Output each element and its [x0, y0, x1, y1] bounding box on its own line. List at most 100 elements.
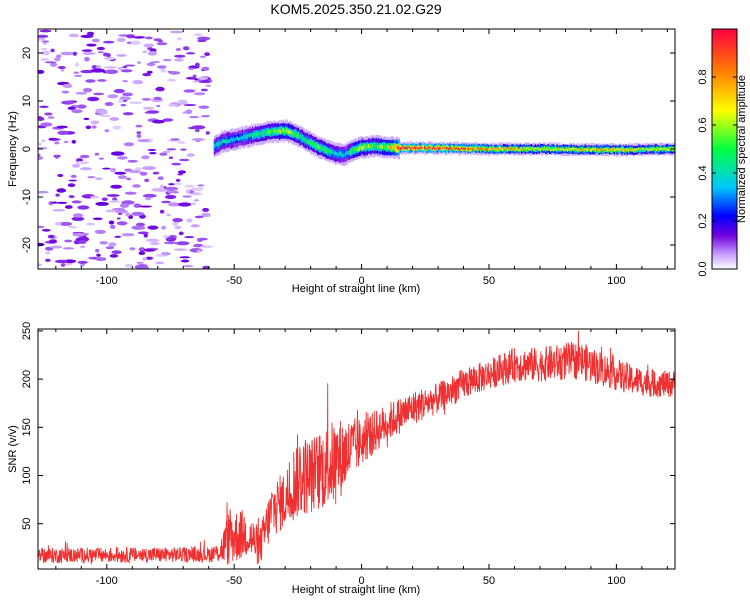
- noise-blob: [152, 119, 165, 124]
- noise-blob: [173, 248, 188, 251]
- noise-blob: [178, 202, 192, 207]
- noise-blob: [133, 203, 142, 208]
- noise-blob: [95, 177, 103, 180]
- ridge-cell: [351, 148, 353, 153]
- ridge-cell: [286, 128, 288, 133]
- ridge-cell: [555, 145, 557, 151]
- ridge-cell: [464, 148, 467, 151]
- noise-blob: [178, 231, 184, 236]
- ridge-cell: [281, 128, 283, 133]
- noise-blob: [52, 209, 66, 212]
- ridge-cell: [332, 150, 334, 154]
- ridge-cell: [408, 146, 411, 149]
- ridge-cell: [448, 147, 450, 150]
- ridge-cell: [582, 149, 584, 152]
- ridge-cell: [560, 148, 562, 151]
- ridge-cell: [624, 149, 626, 152]
- noise-blob: [144, 178, 150, 183]
- noise-blob: [72, 164, 80, 168]
- noise-blob: [79, 154, 90, 159]
- noise-blob: [61, 90, 70, 94]
- ridge-cell: [390, 145, 393, 149]
- ridge-cell: [497, 148, 500, 151]
- ridge-cell: [515, 147, 518, 150]
- ridge-cell: [441, 146, 444, 149]
- ridge-cell: [566, 149, 569, 152]
- ridge-cell: [303, 137, 305, 141]
- ridge-cell: [305, 138, 307, 143]
- noise-blob: [80, 245, 86, 249]
- ridge-cell: [283, 129, 286, 133]
- ridge-cell: [519, 148, 522, 151]
- noise-blob: [174, 58, 184, 62]
- noise-blob: [73, 71, 79, 74]
- ridge-cell: [618, 148, 621, 151]
- noise-blob: [121, 233, 135, 237]
- noise-blob: [120, 103, 127, 107]
- noise-blob: [145, 256, 154, 260]
- noise-blob: [164, 186, 179, 191]
- noise-blob: [135, 81, 143, 84]
- ridge-cell: [602, 148, 604, 151]
- snr-ytick-label: 50: [21, 518, 33, 530]
- ridge-cell: [467, 147, 469, 150]
- noise-blob: [159, 209, 165, 214]
- ridge-cell: [264, 130, 267, 134]
- ridge-cell: [403, 147, 406, 150]
- ridge-cell: [641, 147, 644, 153]
- noise-blob: [75, 161, 90, 165]
- ridge-cell: [664, 147, 667, 150]
- ridge-cell: [432, 146, 435, 149]
- noise-blob: [182, 195, 192, 198]
- noise-blob: [197, 76, 209, 80]
- ridge-cell: [509, 147, 511, 150]
- ridge-cell: [485, 148, 487, 151]
- ridge-cell: [436, 146, 439, 149]
- noise-blob: [60, 263, 66, 267]
- ridge-cell: [459, 148, 462, 151]
- ridge-cell: [644, 148, 646, 151]
- noise-blob: [99, 241, 108, 245]
- ridge-cell: [291, 131, 293, 136]
- ridge-cell: [410, 147, 412, 150]
- ridge-cell: [420, 146, 422, 149]
- noise-blob: [155, 86, 165, 92]
- noise-blob: [143, 43, 154, 48]
- ridge-cell: [452, 147, 454, 150]
- noise-blob: [102, 40, 115, 44]
- noise-blob: [61, 100, 75, 105]
- ridge-cell: [471, 148, 473, 151]
- ridge-cell: [593, 147, 595, 151]
- noise-blob: [82, 52, 96, 55]
- ridge-cell: [570, 148, 572, 151]
- noise-blob: [193, 33, 203, 37]
- ridge-cell: [596, 148, 598, 152]
- snr-panel: -100 -50 0 50 100 50 100 150 200 250 Height of st…: [7, 322, 676, 596]
- ridge-cell: [285, 129, 287, 133]
- noise-blob: [142, 266, 149, 269]
- ridge-cell: [481, 147, 483, 150]
- ridge-cell: [604, 148, 607, 151]
- ridge-cell: [246, 134, 249, 139]
- ridge-cell: [309, 140, 311, 145]
- noise-blob: [117, 67, 123, 70]
- ridge-cell: [569, 147, 571, 151]
- ridge-cell: [576, 148, 579, 152]
- ridge-cell: [541, 147, 543, 150]
- noise-blob: [47, 234, 55, 239]
- ridge-cell: [633, 149, 635, 152]
- ridge-cell: [397, 146, 399, 150]
- ridge-cell: [235, 136, 237, 141]
- ridge-cell: [518, 148, 520, 151]
- noise-blob: [145, 238, 160, 242]
- noise-blob: [111, 250, 122, 254]
- noise-blob: [175, 47, 181, 52]
- ridge-cell: [608, 149, 611, 152]
- ridge-cell: [590, 149, 593, 152]
- noise-blob: [149, 152, 157, 155]
- ridge-cell: [543, 147, 546, 150]
- ridge-cell: [517, 148, 519, 152]
- ridge-cell: [659, 147, 662, 150]
- noise-blob: [188, 67, 195, 71]
- ridge-cell: [308, 140, 310, 145]
